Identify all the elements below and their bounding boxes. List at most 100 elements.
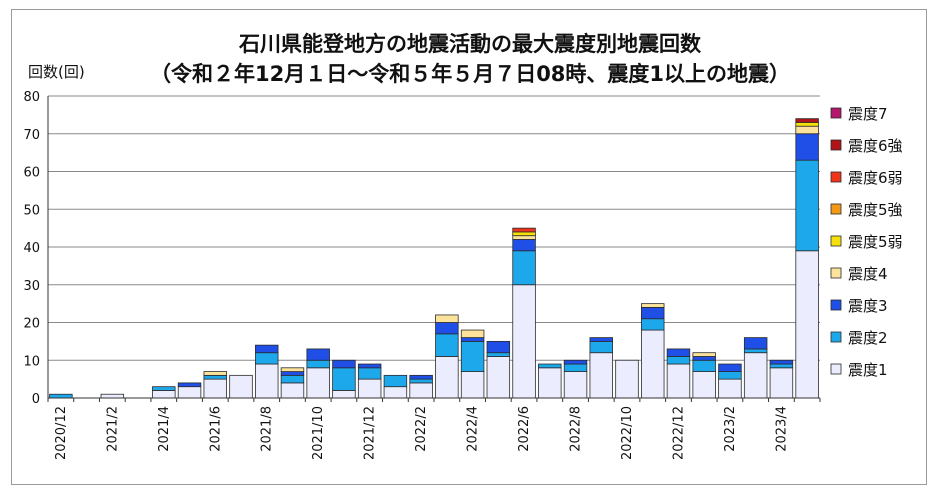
legend-label: 震度4 xyxy=(848,265,888,283)
bar-segment xyxy=(743,348,768,354)
bar-segment xyxy=(306,348,330,361)
bar-segment xyxy=(512,227,536,233)
bar-segment xyxy=(563,363,588,372)
y-tick-label: 80 xyxy=(23,90,40,105)
legend-swatch xyxy=(830,235,842,247)
bar-segment xyxy=(795,122,819,127)
bar-segment xyxy=(357,367,382,380)
bars xyxy=(49,118,819,399)
bar-segment xyxy=(795,118,819,123)
x-tick-label: 2023/4 xyxy=(774,406,789,452)
bar-segment xyxy=(357,363,382,369)
bar-segment xyxy=(769,359,794,365)
bar-segment xyxy=(383,386,408,399)
bar-segment xyxy=(306,359,330,369)
bar-segment xyxy=(512,250,536,286)
legend-swatch xyxy=(830,139,842,151)
bar-segment xyxy=(460,371,485,399)
bar-segment xyxy=(409,382,433,399)
bar-segment xyxy=(641,306,665,320)
bar-segment xyxy=(177,382,202,388)
bar-segment xyxy=(563,359,588,365)
bar-segment xyxy=(641,318,665,331)
y-tick-label: 70 xyxy=(23,128,40,143)
x-tick-label: 2021/12 xyxy=(363,406,378,460)
legend-label: 震度6弱 xyxy=(848,169,903,187)
bar-segment xyxy=(203,374,227,380)
bar-segment xyxy=(332,367,356,391)
bar-segment xyxy=(152,390,176,399)
legend-swatch xyxy=(830,299,842,311)
bar-segment xyxy=(49,393,73,399)
x-tick-label: 2021/6 xyxy=(208,406,223,452)
bar-segment xyxy=(666,363,691,399)
x-tick-label: 2022/8 xyxy=(569,406,584,452)
legend-label: 震度7 xyxy=(848,105,888,123)
bar-segment xyxy=(280,382,305,399)
bar-segment xyxy=(769,367,794,399)
bar-segment xyxy=(563,371,588,399)
bar-segment xyxy=(332,390,356,399)
bar-segment xyxy=(512,235,536,240)
bar-segment xyxy=(255,352,279,365)
x-tick-label: 2022/12 xyxy=(671,406,686,460)
bar-segment xyxy=(666,348,691,357)
bar-segment xyxy=(795,125,819,135)
bar-segment xyxy=(692,359,716,372)
bar-segment xyxy=(177,386,202,399)
legend-label: 震度5弱 xyxy=(848,233,903,251)
bar-segment xyxy=(641,303,665,308)
legend-label: 震度1 xyxy=(848,361,888,379)
bar-segment xyxy=(743,352,768,399)
x-tick-label: 2022/4 xyxy=(466,406,481,452)
bar-segment xyxy=(666,356,691,365)
y-axis: 0 10 20 30 40 50 60 70 80 xyxy=(23,90,49,407)
bar-segment xyxy=(718,363,742,372)
bar-segment xyxy=(409,374,433,380)
legend-swatch xyxy=(830,363,842,375)
bar-segment xyxy=(486,352,511,357)
bar-segment xyxy=(512,284,536,399)
bar-segment xyxy=(486,340,511,354)
bar-segment xyxy=(692,371,716,399)
chart-subtitle: （令和２年12月１日～令和５年５月７日08時、震度1以上の地震） xyxy=(149,62,791,86)
bar-segment xyxy=(203,371,227,376)
bar-segment xyxy=(486,356,511,399)
bar-segment xyxy=(769,363,794,369)
legend-label: 震度5強 xyxy=(848,201,903,219)
y-tick-label: 50 xyxy=(23,203,40,218)
bar-segment xyxy=(357,378,382,399)
bar-segment xyxy=(152,386,176,391)
bar-segment xyxy=(795,159,819,252)
bar-segment xyxy=(795,250,819,399)
x-tick-label: 2021/8 xyxy=(260,406,275,452)
x-tick-label: 2022/10 xyxy=(620,406,635,460)
bar-segment xyxy=(383,374,408,388)
y-tick-label: 60 xyxy=(23,166,40,181)
y-tick-label: 40 xyxy=(23,241,40,256)
y-tick-label: 10 xyxy=(23,354,40,369)
bar-segment xyxy=(100,393,125,399)
x-tick-label: 2020/12 xyxy=(54,406,69,460)
bar-segment xyxy=(589,340,613,354)
x-tick-label: 2021/10 xyxy=(311,406,326,460)
bar-segment xyxy=(435,314,459,323)
x-tick-label: 2023/2 xyxy=(723,406,738,452)
bar-segment xyxy=(435,322,459,335)
bar-segment xyxy=(692,352,716,357)
bar-segment xyxy=(280,374,305,384)
bar-segment xyxy=(718,371,742,380)
bar-segment xyxy=(589,352,613,399)
bar-segment xyxy=(435,333,459,357)
x-tick-label: 2021/4 xyxy=(157,406,172,452)
bar-segment xyxy=(435,356,459,399)
legend-swatch xyxy=(830,267,842,279)
bar-segment xyxy=(718,378,742,399)
legend-swatch xyxy=(830,107,842,119)
bar-segment xyxy=(538,367,562,399)
chart-title: 石川県能登地方の地震活動の最大震度別地震回数 xyxy=(239,32,701,56)
x-tick-label: 2022/6 xyxy=(517,406,532,452)
bar-segment xyxy=(615,359,639,399)
